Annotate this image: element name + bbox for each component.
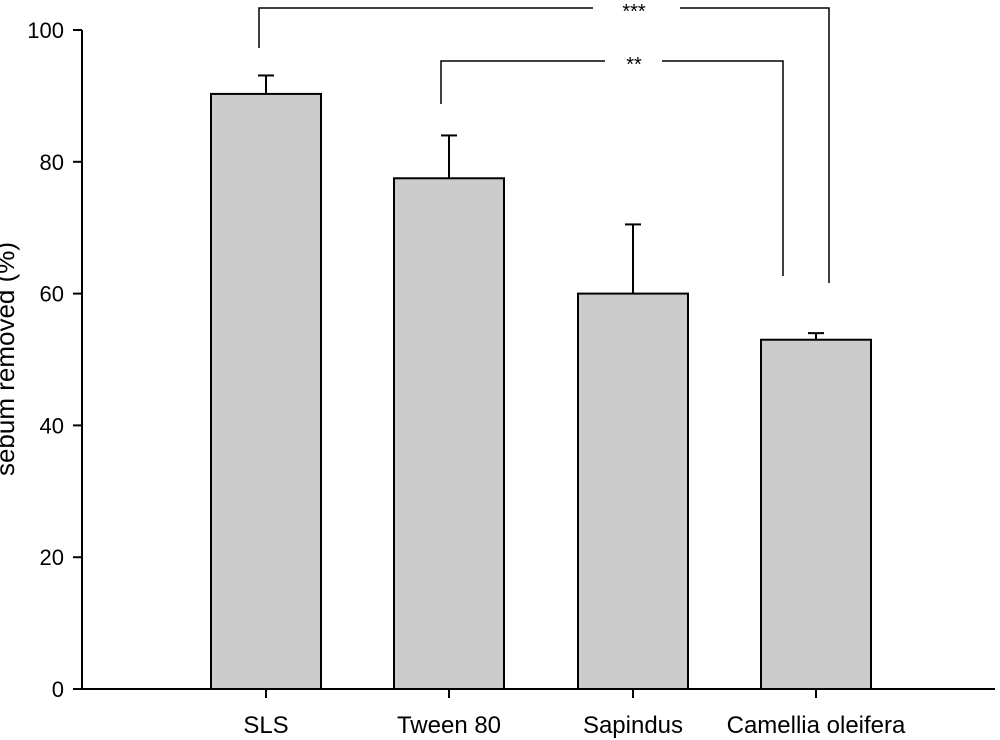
x-tick-label: SLS <box>243 712 288 739</box>
x-tick-label: Sapindus <box>583 712 683 739</box>
y-tick-label: 0 <box>52 677 64 702</box>
y-tick-label: 60 <box>40 282 64 307</box>
significance-label: *** <box>622 1 646 23</box>
y-tick-label: 20 <box>40 545 64 570</box>
bar-sapindus <box>577 292 689 690</box>
significance-label: ** <box>626 54 642 76</box>
y-tick-label: 40 <box>40 413 64 438</box>
x-tick-label: Camellia oleifera <box>727 712 906 739</box>
significance-bracket <box>440 60 784 276</box>
significance-bracket <box>258 7 830 283</box>
y-axis-label: sebum removed (%) <box>0 242 20 476</box>
y-tick-label: 80 <box>40 150 64 175</box>
bar-camellia-oleifera <box>760 338 872 690</box>
x-tick-label: Tween 80 <box>397 712 501 739</box>
bar-sls <box>210 92 322 691</box>
y-tick-label: 100 <box>27 18 64 43</box>
bar-tween-80 <box>393 177 505 690</box>
